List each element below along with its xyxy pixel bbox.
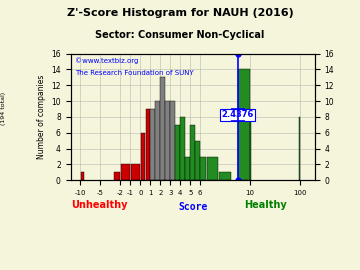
Bar bbox=[156, 101, 160, 180]
Text: Healthy: Healthy bbox=[244, 200, 287, 210]
Text: The Research Foundation of SUNY: The Research Foundation of SUNY bbox=[75, 70, 194, 76]
Bar bbox=[185, 157, 190, 180]
Bar bbox=[195, 141, 200, 180]
Bar bbox=[175, 125, 180, 180]
Y-axis label: Number of companies: Number of companies bbox=[37, 75, 46, 159]
Text: ©www.textbiz.org: ©www.textbiz.org bbox=[75, 58, 139, 64]
Bar bbox=[219, 172, 231, 180]
Bar bbox=[131, 164, 140, 180]
Bar bbox=[250, 117, 251, 180]
Bar bbox=[114, 172, 120, 180]
Bar bbox=[166, 101, 170, 180]
Bar bbox=[180, 117, 185, 180]
Bar bbox=[81, 172, 84, 180]
Bar bbox=[161, 77, 165, 180]
Text: Unhealthy: Unhealthy bbox=[72, 200, 128, 210]
Bar bbox=[190, 125, 195, 180]
Bar bbox=[150, 109, 155, 180]
X-axis label: Score: Score bbox=[178, 201, 207, 211]
Bar bbox=[207, 157, 219, 180]
Text: (194 total): (194 total) bbox=[1, 92, 6, 124]
Text: Sector: Consumer Non-Cyclical: Sector: Consumer Non-Cyclical bbox=[95, 30, 265, 40]
Bar bbox=[121, 164, 130, 180]
Bar bbox=[140, 133, 145, 180]
Bar bbox=[201, 157, 206, 180]
Bar bbox=[145, 109, 150, 180]
Bar bbox=[170, 101, 175, 180]
Text: 2.4376: 2.4376 bbox=[221, 110, 254, 119]
Bar bbox=[238, 69, 249, 180]
Text: Z'-Score Histogram for NAUH (2016): Z'-Score Histogram for NAUH (2016) bbox=[67, 8, 293, 18]
